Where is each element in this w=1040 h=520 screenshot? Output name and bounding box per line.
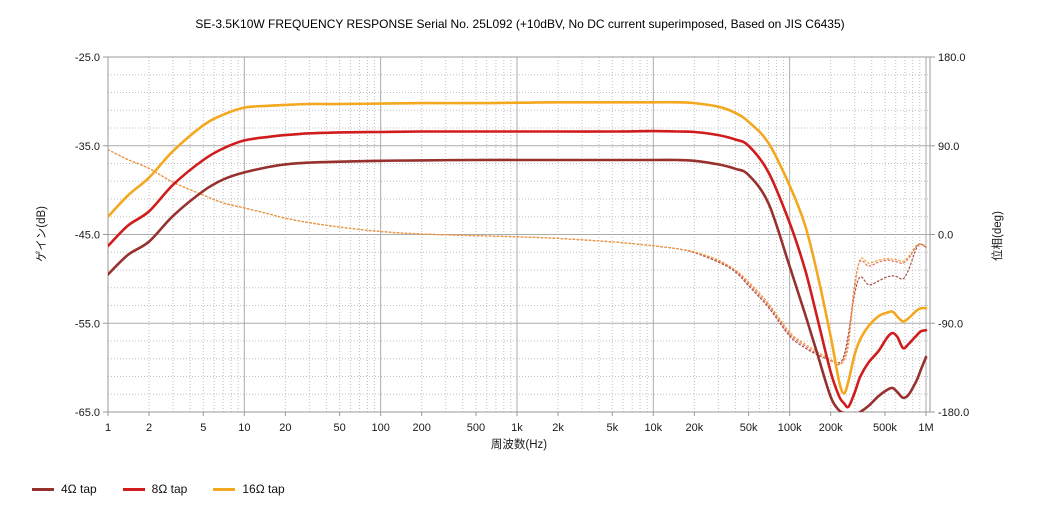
x-tick-label: 200 [413,422,431,434]
legend-item-4ohm: 4Ω tap [32,482,97,496]
curve-16-tap-phase-deg- [108,149,927,365]
legend-label-16ohm: 16Ω tap [242,482,285,496]
y-right-tick-label: 0.0 [938,230,953,242]
x-tick-label: 100 [371,422,389,434]
y-right-tick-label: 90.0 [938,141,959,153]
x-tick-label: 50k [740,422,758,434]
y-left-tick-label: -55.0 [75,318,100,330]
y-left-tick-label: -25.0 [75,52,100,64]
x-tick-label: 1M [918,422,933,434]
chart-title: SE-3.5K10W FREQUENCY RESPONSE Serial No.… [195,17,845,31]
y-right-tick-label: 180.0 [938,52,966,64]
tick-layer: 1 2 5 10 20 50 100 200 500 1k 2k 5k 10k 20k 50k 100k 200… [75,52,969,434]
legend-swatch-16ohm [213,487,236,491]
y-right-tick-label: -90.0 [938,318,963,330]
y-left-tick-label: -35.0 [75,141,100,153]
x-axis-title: 周波数(Hz) [491,437,547,451]
x-tick-label: 1k [511,422,523,434]
y-left-tick-label: -65.0 [75,407,100,419]
x-tick-label: 20 [279,422,291,434]
x-tick-label: 5 [200,422,206,434]
y-axis-right-title: 位相(deg) [990,211,1004,261]
curve-4-tap-gain-db- [108,158,928,412]
legend-item-8ohm: 8Ω tap [122,482,188,496]
curve-layer [108,100,928,412]
legend-swatch-4ohm [32,487,54,491]
y-axis-left-title: ゲイン(dB) [35,206,48,262]
x-tick-label: 10k [644,422,662,434]
x-tick-label: 2k [552,422,564,434]
legend: 4Ω tap 8Ω tap 16Ω tap [32,482,285,496]
curve-16-tap-gain-db- [108,100,928,395]
curve-8-tap-gain-db- [108,129,928,409]
legend-label-4ohm: 4Ω tap [61,482,97,496]
x-tick-label: 500 [467,422,485,434]
x-tick-label: 10 [238,422,250,434]
legend-label-8ohm: 8Ω tap [151,482,188,496]
x-tick-label: 50 [333,422,345,434]
y-left-tick-label: -45.0 [75,230,100,242]
x-tick-label: 5k [606,422,618,434]
x-tick-label: 20k [685,422,703,434]
grid-layer [107,56,931,413]
x-tick-label: 500k [873,422,897,434]
x-tick-label: 1 [105,422,111,434]
legend-item-16ohm: 16Ω tap [213,482,285,496]
x-tick-label: 200k [819,422,843,434]
x-tick-label: 100k [778,422,802,434]
x-tick-label: 2 [146,422,152,434]
legend-swatch-8ohm [122,487,145,491]
y-right-tick-label: -180.0 [938,407,969,419]
